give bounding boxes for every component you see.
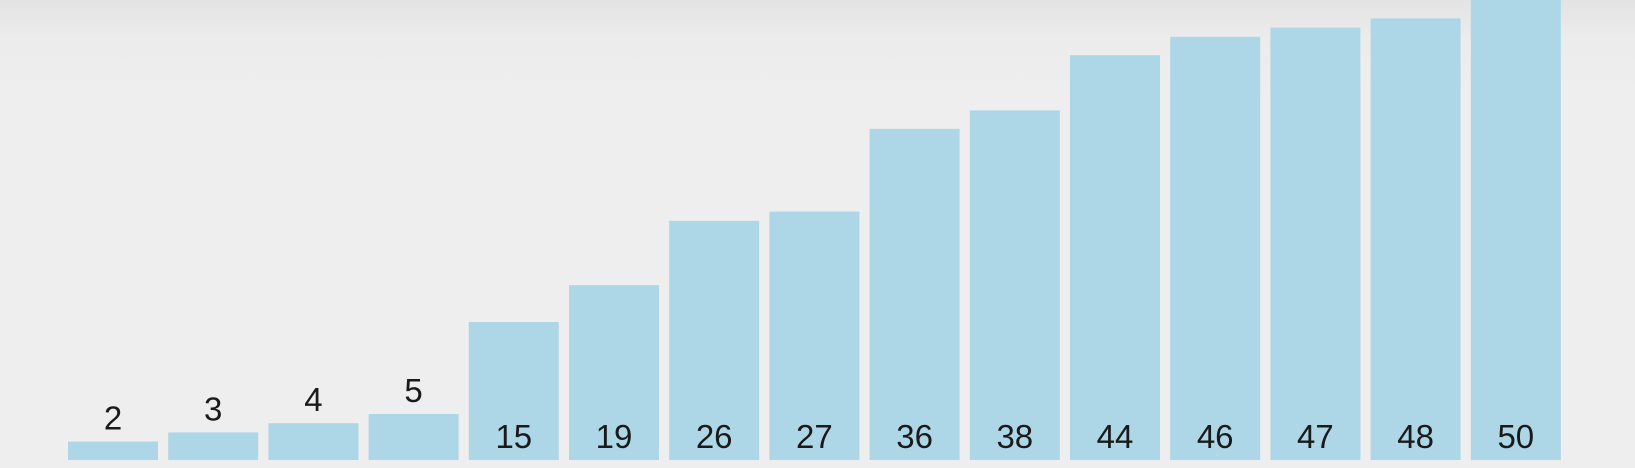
bar-3: [368, 414, 459, 460]
bar-13: [1370, 18, 1461, 461]
bar-value-label-13: 48: [1397, 418, 1434, 455]
bar-value-label-5: 19: [596, 418, 633, 455]
bar-value-label-6: 26: [696, 418, 733, 455]
bar-value-label-11: 46: [1197, 418, 1234, 455]
bar-0: [68, 441, 158, 460]
bar-11: [1170, 36, 1261, 461]
bar-9: [969, 110, 1060, 461]
bar-value-label-7: 27: [796, 418, 833, 455]
bar-value-label-10: 44: [1097, 418, 1134, 455]
bar-value-label-0: 2: [104, 400, 122, 437]
bars-group: [68, 0, 1561, 461]
bar-value-label-3: 5: [404, 372, 422, 409]
bar-5: [569, 285, 659, 460]
bar-value-label-14: 50: [1497, 418, 1534, 455]
bar-7: [769, 211, 860, 460]
bar-4: [468, 322, 559, 460]
labels-group: 2 3 4 5 15 19 26 27 36 38 44 46 47 48 50: [104, 372, 1534, 455]
bar-1: [168, 432, 259, 460]
bar-value-label-9: 38: [996, 418, 1033, 455]
bar-value-label-12: 47: [1297, 418, 1334, 455]
bar-12: [1270, 27, 1361, 460]
bar-6: [669, 220, 760, 460]
bar-10: [1070, 55, 1160, 460]
bar-14: [1470, 0, 1561, 460]
bar-2: [268, 423, 359, 460]
bar-8: [869, 128, 960, 461]
bar-value-label-1: 3: [204, 390, 222, 427]
bar-value-label-4: 15: [495, 418, 532, 455]
bar-value-label-2: 4: [304, 381, 322, 418]
bar-value-label-8: 36: [896, 418, 933, 455]
